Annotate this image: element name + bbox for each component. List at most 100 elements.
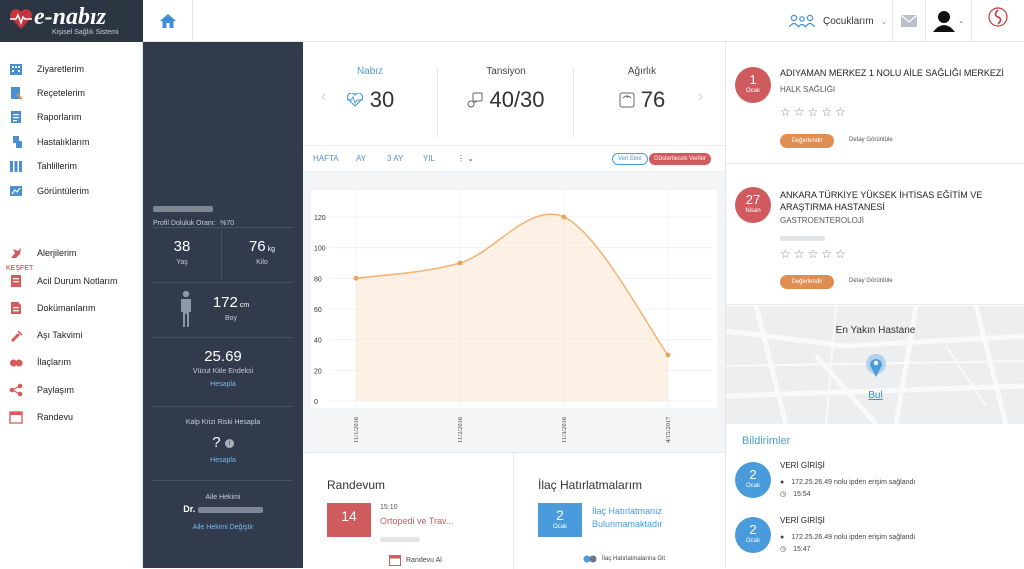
range-3-months[interactable]: 3 AY [387,154,404,163]
heart-risk-calculate-link[interactable]: Hesapla [210,457,236,464]
home-button[interactable] [143,0,193,42]
range-month[interactable]: AY [356,154,367,163]
right-column: 1 Ocak ADIYAMAN MERKEZ 1 NOLU AİLE SAĞLI… [725,42,1024,568]
vital-weight[interactable]: Ağırlık 76 [577,66,707,113]
y-tick-label: 120 [314,215,326,222]
x-tick-label: 4/15/2017 [665,416,672,443]
sidebar-item-tests[interactable]: Tahlillerim [0,155,143,177]
pill-icon [9,355,23,369]
x-tick-label: 11/3/2016 [561,416,568,443]
displayed-data-button[interactable]: Gösterilecek Veriler [649,153,712,165]
logo-area[interactable]: e-nabız Kişisel Sağlık Sistemi [0,0,143,42]
visit-department: GASTROENTEROLOJİ [780,216,865,225]
find-hospital-link[interactable]: Bul [868,390,883,401]
change-doctor-link[interactable]: Aile Hekimi Değiştir [192,524,254,531]
add-data-button[interactable]: Veri Ekle [612,153,648,165]
sidebar-item-vaccines[interactable]: Aşı Takvimi [0,324,143,346]
medication-reminders-link[interactable]: İlaç Hatırlatmalarına Git [583,554,665,564]
appointment-time: 15:10 [380,504,398,511]
ministry-logo[interactable] [972,0,1024,42]
rate-button[interactable]: Değerlendir [780,275,834,289]
sidebar-item-label: Randevu [37,412,74,422]
heartbeat-icon [346,93,363,107]
sidebar-item-diseases[interactable]: Hastalıklarım [0,131,143,153]
user-menu[interactable]: ⌄ [926,0,972,42]
sidebar-item-emergency-notes[interactable]: Acil Durum Notlarım [0,270,143,292]
vital-blood-pressure[interactable]: Tansiyon 40/30 [441,66,571,113]
appointment-date-box[interactable]: 14 [327,503,371,537]
family-icon [788,14,816,28]
notification-item[interactable]: 2 Ocak VERİ GİRİŞİ ● 172.25.26.49 nolu i… [726,510,1024,565]
sidebar-item-label: Paylaşım [37,385,75,395]
medication-date-box[interactable]: 2 Ocak [538,503,582,537]
left-sidebar: Ziyaretlerim Reçetelerim Raporlarım Hast… [0,42,143,568]
nearest-hospital-map[interactable]: En Yakın Hastane Bul [726,306,1024,424]
notification-item[interactable]: 2 Ocak VERİ GİRİŞİ ● 172.25.26.49 nolu i… [726,454,1024,509]
y-tick-label: 100 [314,246,326,253]
top-bar [143,0,1024,42]
logo-text: e-nabız [34,4,106,30]
home-icon [159,14,176,28]
calendar-icon [9,410,23,424]
children-menu[interactable]: Çocuklarım ⌄ [780,0,893,42]
sidebar-item-label: Reçetelerim [37,88,86,98]
rating-stars[interactable]: ☆☆☆☆☆ [780,247,849,261]
info-icon[interactable]: i [224,438,234,448]
map-pin-icon[interactable] [865,353,887,379]
view-detail-link[interactable]: Detay Görüntüle [849,137,893,143]
sidebar-item-label: Dokümanlarım [37,303,96,313]
mail-icon [901,15,917,27]
sidebar-item-prescriptions[interactable]: Reçetelerim [0,82,143,104]
sidebar-item-documents[interactable]: Dokümanlarım [0,297,143,319]
rate-button[interactable]: Değerlendir [780,134,834,148]
messages-button[interactable] [893,0,926,42]
visit-date-badge: 27 Nisan [735,187,771,223]
notification-text: ● 172.25.26.49 nolu ipden erişim sağland… [780,534,916,541]
emergency-note-icon [9,274,23,288]
chart-point[interactable] [665,352,671,358]
chart-point[interactable] [353,275,359,281]
view-detail-link[interactable]: Detay Görüntüle [849,278,893,284]
medication-message: İlaç Hatırlatmanız Bulunmamaktadır [592,506,663,529]
sidebar-item-label: İlaçlarım [37,357,72,367]
range-year[interactable]: YIL [423,154,436,163]
chevron-right-icon[interactable]: › [698,88,704,105]
sidebar-item-images[interactable]: Görüntülerim [0,180,143,202]
sidebar-item-appointment[interactable]: Randevu [0,406,143,428]
chart-area [356,214,668,401]
body-figure-icon [181,290,191,327]
sidebar-item-allergies[interactable]: Alerjilerim [0,242,143,264]
notification-title: VERİ GİRİŞİ [780,516,825,525]
visit-department: HALK SAĞLIĞI [780,85,836,94]
chart-point[interactable] [561,214,567,220]
y-tick-label: 20 [314,368,322,375]
sidebar-item-label: Alerjilerim [37,248,77,258]
bmi-calculate-link[interactable]: Hesapla [210,381,236,388]
sidebar-item-visits[interactable]: Ziyaretlerim [0,58,143,80]
sidebar-item-label: Ziyaretlerim [37,64,85,74]
chart-point[interactable] [457,260,463,266]
sidebar-item-sharing[interactable]: Paylaşım [0,379,143,401]
y-tick-label: 0 [314,399,318,406]
weight-stat: 76 kg Kilo [248,238,276,266]
chevron-left-icon[interactable]: ‹ [321,88,327,105]
range-selector: HAFTA AY 3 AY YIL ⋮ ⌄ Veri Ekle Gösteril… [303,146,725,172]
sidebar-item-reports[interactable]: Raporlarım [0,106,143,128]
range-week[interactable]: HAFTA [313,154,339,163]
notification-time: ◷ 15:47 [780,546,811,553]
ministry-emblem-icon [988,7,1008,27]
appointment-dept[interactable]: Ortopedi ve Trav... [380,516,454,526]
building-icon [9,62,23,76]
vital-pulse[interactable]: Nabız 30 [305,66,435,113]
sidebar-item-label: Tahlillerim [37,161,78,171]
sidebar-item-label: Acil Durum Notlarım [37,276,118,286]
more-options-icon[interactable]: ⋮ ⌄ [457,154,474,163]
y-tick-label: 40 [314,338,322,345]
rating-stars[interactable]: ☆☆☆☆☆ [780,105,849,119]
visit-hospital: ANKARA TÜRKİYE YÜKSEK İHTİSAS EĞİTİM VE … [780,190,983,212]
sidebar-item-medications[interactable]: İlaçlarım [0,351,143,373]
notification-title: VERİ GİRİŞİ [780,461,825,470]
sidebar-item-label: Hastalıklarım [37,137,90,147]
new-appointment-link[interactable]: Randevu Al [389,554,442,566]
profile-panel: Profil Doluluk Oranı: %70 38 Yaş 76 kg Ki… [143,42,303,568]
